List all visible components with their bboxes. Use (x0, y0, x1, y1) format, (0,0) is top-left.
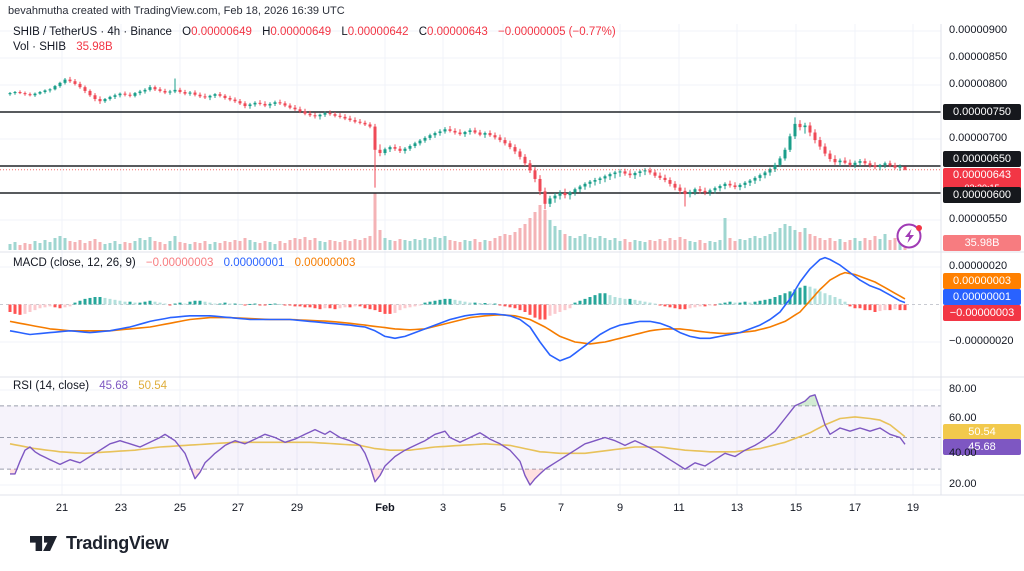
price-axis-label[interactable]: 0.00000550 (949, 213, 1008, 225)
rsi-axis-label[interactable]: 80.00 (949, 383, 977, 395)
rsi-ma-value: 50.54 (138, 380, 168, 392)
level-650-badge: 0.00000650 (943, 151, 1021, 167)
volume-value: 35.98B (76, 41, 113, 53)
price-axis-label[interactable]: 0.00000850 (949, 51, 1008, 63)
volume-legend[interactable]: Vol · SHIB 35.98B (13, 41, 113, 53)
time-tick[interactable]: 19 (906, 502, 920, 514)
attribution-text: bevahmutha created with TradingView.com,… (8, 5, 345, 17)
open-value: 0.00000649 (191, 26, 252, 38)
time-tick[interactable]: 25 (173, 502, 187, 514)
level-600-badge: 0.00000600 (943, 187, 1021, 203)
tradingview-logo-mark (30, 536, 58, 551)
flash-trade-button[interactable] (894, 220, 926, 252)
macd-signal-value: 0.00000003 (294, 257, 356, 269)
rsi-ma-badge: 50.54 (943, 424, 1021, 440)
time-tick[interactable]: 3 (439, 502, 447, 514)
time-tick[interactable]: 29 (290, 502, 304, 514)
rsi-label: RSI (14, close) (13, 380, 90, 392)
low-value: 0.00000642 (347, 26, 409, 38)
time-tick[interactable]: 17 (848, 502, 862, 514)
time-tick[interactable]: 15 (789, 502, 803, 514)
tradingview-logo-text: TradingView (66, 533, 169, 553)
symbol-title[interactable]: SHIB / TetherUS · 4h · Binance (13, 26, 172, 38)
lightning-icon (896, 223, 922, 249)
price-axis-label[interactable]: 0.00000700 (949, 132, 1008, 144)
macd-axis-label[interactable]: −0.00000020 (949, 335, 1014, 347)
high-label: H (262, 26, 271, 38)
price-axis-label[interactable]: 0.00000800 (949, 78, 1008, 90)
low-label: L (341, 26, 348, 38)
level-750-badge: 0.00000750 (943, 104, 1021, 120)
macd-hist-value: −0.00000003 (145, 257, 214, 269)
rsi-axis-label[interactable]: 20.00 (949, 478, 977, 490)
macd-signal-badge: 0.00000003 (943, 273, 1021, 289)
high-value: 0.00000649 (270, 26, 332, 38)
volume-label: Vol · SHIB (13, 41, 67, 53)
time-tick[interactable]: 27 (231, 502, 245, 514)
macd-legend[interactable]: MACD (close, 12, 26, 9) −0.00000003 0.00… (13, 257, 355, 269)
rsi-value: 45.68 (99, 380, 129, 392)
open-label: O (182, 26, 192, 38)
time-tick[interactable]: 13 (730, 502, 744, 514)
change-value: −0.00000005 (−0.77%) (498, 26, 616, 38)
close-value: 0.00000643 (427, 26, 488, 38)
time-tick[interactable]: 7 (557, 502, 565, 514)
macd-hist-badge: −0.00000003 (943, 305, 1021, 321)
last-price-text: 0.00000643 (952, 169, 1012, 181)
tradingview-logo[interactable]: TradingView (30, 533, 169, 554)
volume-badge: 35.98B (943, 235, 1021, 251)
rsi-legend[interactable]: RSI (14, close) 45.68 50.54 (13, 380, 167, 392)
macd-label: MACD (close, 12, 26, 9) (13, 257, 136, 269)
rsi-badge: 45.68 (943, 439, 1021, 455)
time-tick[interactable]: 23 (114, 502, 128, 514)
price-axis-label[interactable]: 0.00000900 (949, 24, 1008, 36)
symbol-legend[interactable]: SHIB / TetherUS · 4h · Binance O0.000006… (13, 26, 616, 38)
close-label: C (418, 26, 428, 38)
rsi-axis-label[interactable]: 60.00 (949, 412, 977, 424)
macd-line-badge: 0.00000001 (943, 289, 1021, 305)
macd-line-value: 0.00000001 (223, 257, 285, 269)
time-tick[interactable]: 11 (673, 502, 685, 514)
time-tick[interactable]: 9 (616, 502, 624, 514)
time-tick[interactable]: 5 (499, 502, 507, 514)
rsi-axis-label[interactable]: 40.00 (949, 447, 977, 459)
time-tick-month[interactable]: Feb (375, 502, 395, 514)
macd-axis-label[interactable]: 0.00000020 (949, 260, 1008, 272)
time-tick[interactable]: 21 (55, 502, 69, 514)
